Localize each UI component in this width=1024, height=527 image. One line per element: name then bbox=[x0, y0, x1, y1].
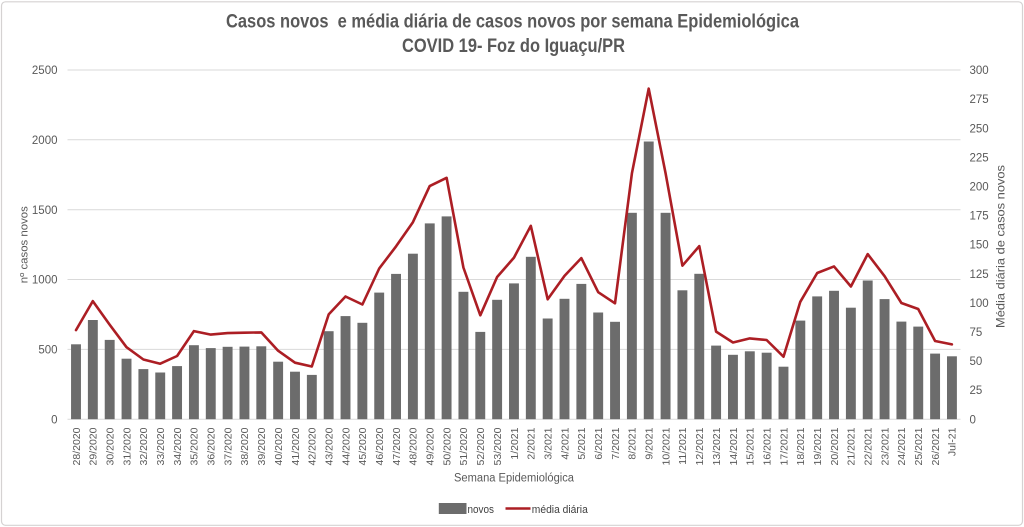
svg-text:18/2021: 18/2021 bbox=[795, 427, 807, 465]
svg-text:7/2021: 7/2021 bbox=[610, 427, 622, 459]
svg-text:175: 175 bbox=[970, 211, 989, 223]
svg-text:Semana Epidemiológica: Semana Epidemiológica bbox=[454, 473, 575, 485]
svg-text:1500: 1500 bbox=[32, 205, 58, 217]
svg-text:24/2021: 24/2021 bbox=[896, 427, 908, 465]
svg-text:225: 225 bbox=[970, 152, 989, 164]
svg-text:53/2020: 53/2020 bbox=[492, 427, 504, 465]
svg-text:50: 50 bbox=[970, 356, 983, 368]
svg-text:39/2020: 39/2020 bbox=[256, 427, 268, 465]
svg-text:200: 200 bbox=[970, 182, 989, 194]
svg-text:25: 25 bbox=[970, 385, 983, 397]
svg-text:51/2020: 51/2020 bbox=[458, 427, 470, 465]
svg-text:43/2020: 43/2020 bbox=[324, 427, 336, 465]
svg-text:1/2021: 1/2021 bbox=[509, 427, 521, 459]
svg-text:44/2020: 44/2020 bbox=[340, 427, 352, 465]
svg-text:31/2020: 31/2020 bbox=[121, 427, 133, 465]
svg-text:75: 75 bbox=[970, 327, 983, 339]
svg-text:34/2020: 34/2020 bbox=[172, 427, 184, 465]
svg-text:52/2020: 52/2020 bbox=[475, 427, 487, 465]
svg-text:33/2020: 33/2020 bbox=[155, 427, 167, 465]
svg-text:2500: 2500 bbox=[32, 65, 58, 77]
svg-text:5/2021: 5/2021 bbox=[576, 427, 588, 459]
svg-text:25/2021: 25/2021 bbox=[913, 427, 925, 465]
svg-text:150: 150 bbox=[970, 240, 989, 252]
svg-text:500: 500 bbox=[38, 345, 57, 357]
svg-text:16/2021: 16/2021 bbox=[761, 427, 773, 465]
svg-text:23/2021: 23/2021 bbox=[879, 427, 891, 465]
svg-text:6/2021: 6/2021 bbox=[593, 427, 605, 459]
svg-text:22/2021: 22/2021 bbox=[863, 427, 875, 465]
svg-text:0: 0 bbox=[51, 414, 57, 426]
svg-text:12/2021: 12/2021 bbox=[694, 427, 706, 465]
svg-text:48/2020: 48/2020 bbox=[408, 427, 420, 465]
svg-text:35/2020: 35/2020 bbox=[189, 427, 201, 465]
svg-text:47/2020: 47/2020 bbox=[391, 427, 403, 465]
svg-text:45/2020: 45/2020 bbox=[357, 427, 369, 465]
svg-text:2000: 2000 bbox=[32, 135, 58, 147]
svg-text:0: 0 bbox=[970, 414, 976, 426]
svg-text:nº casos novos: nº casos novos bbox=[19, 206, 31, 284]
svg-text:37/2020: 37/2020 bbox=[222, 427, 234, 465]
svg-text:4/2021: 4/2021 bbox=[559, 427, 571, 459]
svg-text:21/2021: 21/2021 bbox=[846, 427, 858, 465]
svg-text:42/2020: 42/2020 bbox=[307, 427, 319, 465]
svg-text:36/2020: 36/2020 bbox=[206, 427, 218, 465]
svg-text:275: 275 bbox=[970, 94, 989, 106]
svg-text:Média diária de casos novos: Média diária de casos novos bbox=[994, 165, 1008, 328]
svg-text:28/2020: 28/2020 bbox=[71, 427, 83, 465]
svg-text:100: 100 bbox=[970, 298, 989, 310]
svg-text:250: 250 bbox=[970, 123, 989, 135]
svg-text:3/2021: 3/2021 bbox=[543, 427, 555, 459]
svg-text:29/2020: 29/2020 bbox=[88, 427, 100, 465]
svg-text:50/2020: 50/2020 bbox=[441, 427, 453, 465]
svg-text:32/2020: 32/2020 bbox=[138, 427, 150, 465]
svg-text:média diária: média diária bbox=[532, 504, 589, 516]
svg-text:2/2021: 2/2021 bbox=[526, 427, 538, 459]
svg-text:15/2021: 15/2021 bbox=[745, 427, 757, 465]
svg-text:26/2021: 26/2021 bbox=[930, 427, 942, 465]
svg-text:11/2021: 11/2021 bbox=[677, 427, 689, 464]
svg-text:8/2021: 8/2021 bbox=[627, 427, 639, 459]
svg-text:38/2020: 38/2020 bbox=[239, 427, 251, 465]
svg-text:30/2020: 30/2020 bbox=[105, 427, 117, 465]
svg-text:46/2020: 46/2020 bbox=[374, 427, 386, 465]
svg-text:20/2021: 20/2021 bbox=[829, 427, 841, 465]
svg-text:COVID 19- Foz do Iguaçu/PR: COVID 19- Foz do Iguaçu/PR bbox=[402, 36, 625, 57]
svg-text:17/2021: 17/2021 bbox=[778, 427, 790, 465]
svg-text:13/2021: 13/2021 bbox=[711, 427, 723, 465]
svg-text:125: 125 bbox=[970, 269, 989, 281]
svg-text:19/2021: 19/2021 bbox=[812, 427, 824, 465]
svg-text:9/2021: 9/2021 bbox=[644, 427, 656, 459]
svg-text:1000: 1000 bbox=[32, 275, 58, 287]
svg-text:10/2021: 10/2021 bbox=[660, 427, 672, 465]
svg-text:40/2020: 40/2020 bbox=[273, 427, 285, 465]
svg-text:14/2021: 14/2021 bbox=[728, 427, 740, 465]
svg-text:Jul-21: Jul-21 bbox=[947, 427, 959, 456]
svg-text:300: 300 bbox=[970, 65, 989, 77]
svg-text:49/2020: 49/2020 bbox=[425, 427, 437, 465]
svg-text:41/2020: 41/2020 bbox=[290, 427, 302, 465]
svg-text:novos: novos bbox=[468, 504, 495, 516]
svg-text:Casos novos e média diária de: Casos novos e média diária de casos novo… bbox=[226, 12, 799, 33]
